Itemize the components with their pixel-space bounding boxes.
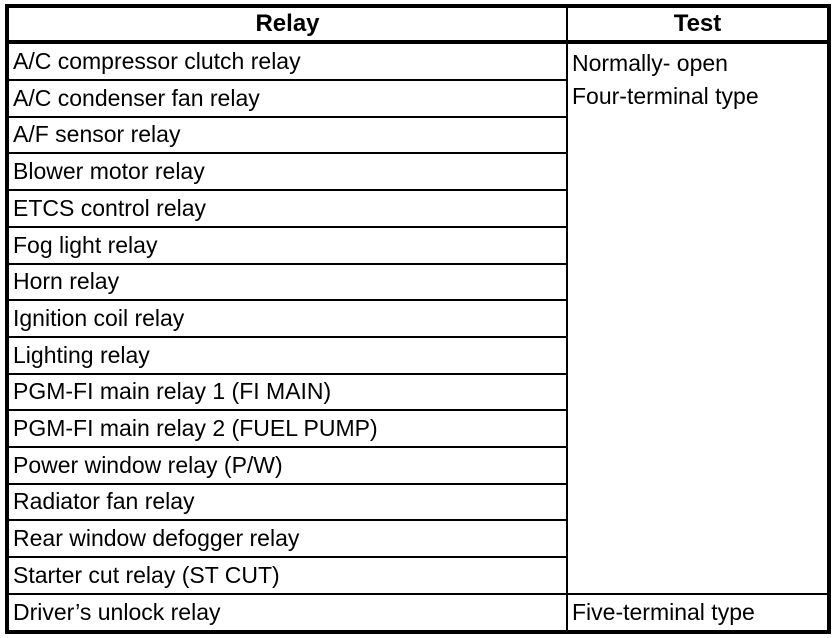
relay-cell: Ignition coil relay	[6, 299, 568, 338]
table-row: A/C compressor clutch relay Normally- op…	[6, 40, 830, 595]
table-row: Radiator fan relay	[6, 482, 829, 522]
relay-cell: A/C compressor clutch relay	[6, 40, 568, 82]
table-row: Blower motor relay	[6, 152, 829, 192]
table-row: A/F sensor relay	[6, 115, 829, 155]
relay-test-table: Relay Test A/C compressor clutch relay N…	[5, 4, 831, 634]
relay-cell: Fog light relay	[6, 225, 568, 265]
relay-cell: Driver’s unlock relay	[6, 592, 568, 634]
table-row: Horn relay	[6, 262, 829, 302]
column-header-relay: Relay	[6, 5, 568, 44]
relay-cell: Lighting relay	[6, 335, 568, 375]
relay-cell: ETCS control relay	[6, 189, 568, 228]
table-row: Lighting relay	[6, 335, 829, 375]
relay-cell: Starter cut relay (ST CUT)	[6, 556, 568, 595]
relay-cell: Blower motor relay	[6, 152, 568, 192]
test-cell-five-terminal: Five-terminal type	[566, 592, 830, 634]
table-row: Power window relay (P/W)	[6, 446, 829, 485]
table-row: Driver’s unlock relay Five-terminal type	[6, 592, 830, 634]
relay-cell: PGM-FI main relay 1 (FI MAIN)	[6, 372, 568, 412]
table-row: PGM-FI main relay 2 (FUEL PUMP)	[6, 409, 829, 449]
column-header-test: Test	[566, 5, 830, 44]
header-row: Relay Test	[6, 5, 830, 44]
relay-cell: Rear window defogger relay	[6, 519, 568, 559]
table-row: A/C condenser fan relay	[6, 79, 829, 118]
relay-cell: PGM-FI main relay 2 (FUEL PUMP)	[6, 409, 568, 449]
table-row: Starter cut relay (ST CUT)	[6, 556, 829, 595]
table-row: PGM-FI main relay 1 (FI MAIN)	[6, 372, 829, 412]
relay-cell: A/F sensor relay	[6, 115, 568, 155]
table-body: A/C compressor clutch relay Normally- op…	[6, 40, 830, 634]
table-header: Relay Test	[6, 5, 830, 44]
table-row: Rear window defogger relay	[6, 519, 829, 559]
table-row: Fog light relay	[6, 225, 829, 265]
test-cell-four-terminal: Normally- open Four-terminal type	[566, 41, 830, 595]
table-row: Ignition coil relay	[6, 299, 829, 338]
relay-cell: A/C condenser fan relay	[6, 79, 568, 118]
relay-cell: Horn relay	[6, 262, 568, 302]
table-row: ETCS control relay	[6, 189, 829, 228]
relay-cell: Power window relay (P/W)	[6, 446, 568, 485]
relay-cell: Radiator fan relay	[6, 482, 568, 522]
